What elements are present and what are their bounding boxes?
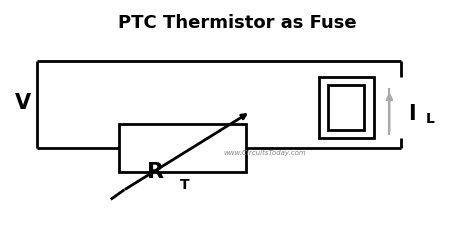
Bar [118,124,246,172]
Text: R: R [146,163,164,183]
Text: L: L [426,112,435,126]
Bar [328,85,365,130]
Title: PTC Thermistor as Fuse: PTC Thermistor as Fuse [118,14,356,32]
Text: www.CircuitsToday.com: www.CircuitsToday.com [223,150,306,156]
Text: I: I [408,103,415,123]
Text: T: T [180,178,190,192]
Bar [319,77,374,138]
Text: V: V [15,93,31,113]
